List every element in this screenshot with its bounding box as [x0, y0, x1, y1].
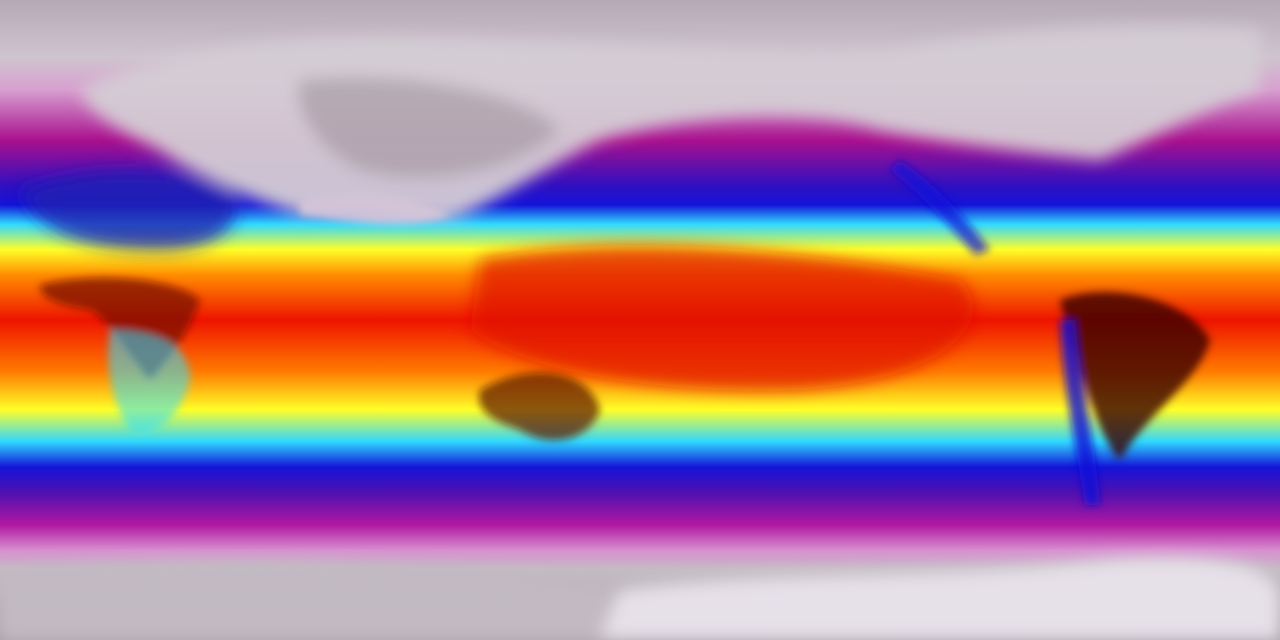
antarctica [600, 558, 1280, 640]
europe-cold [20, 171, 237, 250]
himalaya-cold [300, 195, 450, 225]
south-america-hot [1060, 292, 1210, 460]
australia-hot [479, 372, 600, 441]
southern-polar [0, 563, 620, 640]
andes-cold [1060, 320, 1100, 505]
north-america-rockies [890, 160, 990, 255]
southern-africa [108, 330, 190, 433]
eurasia-shadow [298, 77, 560, 178]
pacific-warm-pool [470, 245, 974, 391]
